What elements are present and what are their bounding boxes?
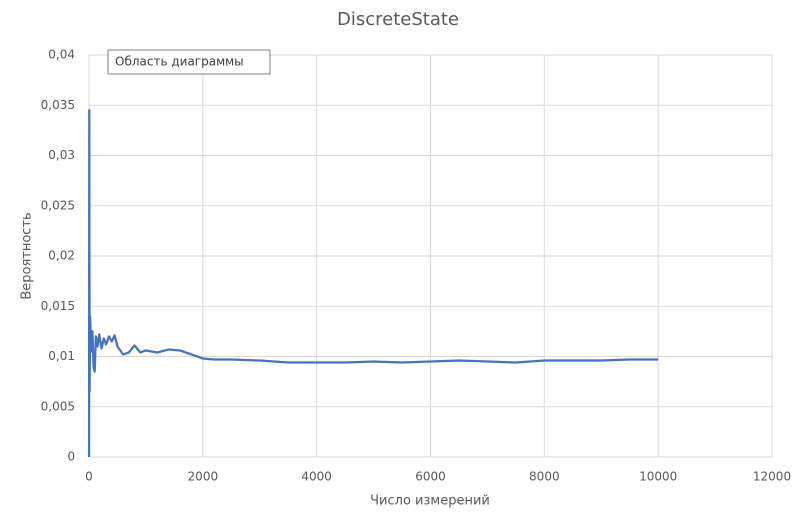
tooltip: Область диаграммы — [115, 55, 244, 69]
y-tick-label: 0,005 — [41, 399, 75, 413]
plot-area: 0 0,005 0,01 0,015 0,02 0,025 0,03 0,035 0,04 0 20… — [41, 48, 791, 484]
y-tick-label: 0,015 — [41, 299, 75, 313]
x-tick-label: 0 — [85, 470, 93, 484]
data-line — [87, 109, 659, 458]
x-tick-label: 10000 — [639, 470, 677, 484]
x-tick-label: 6000 — [415, 470, 446, 484]
y-tick-label: 0,04 — [48, 48, 75, 62]
y-tick-label: 0,02 — [48, 249, 75, 263]
y-tick-label: 0 — [67, 450, 75, 464]
y-tick-label: 0,035 — [41, 98, 75, 112]
y-tick-label: 0,03 — [48, 148, 75, 162]
x-tick-label: 4000 — [301, 470, 332, 484]
chart-title: DiscreteState — [337, 9, 459, 30]
y-tick-label: 0,01 — [48, 349, 75, 363]
tooltip-box — [107, 49, 271, 75]
x-tick-label: 2000 — [188, 470, 219, 484]
x-tick-label: 8000 — [529, 470, 560, 484]
x-axis-label: Число измерений — [370, 494, 490, 509]
y-axis-label: Вероятность — [20, 212, 35, 299]
x-tick-label: 12000 — [753, 470, 791, 484]
y-tick-label: 0,025 — [41, 198, 75, 212]
